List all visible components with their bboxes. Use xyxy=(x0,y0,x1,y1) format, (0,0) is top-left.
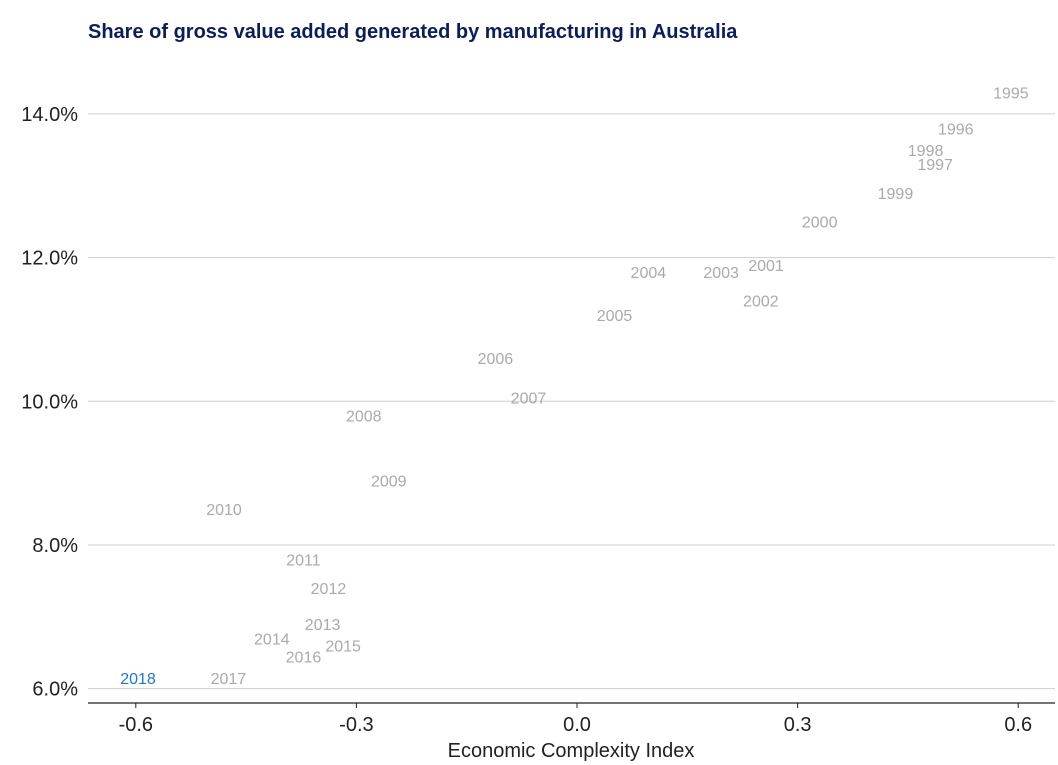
data-point-1999: 1999 xyxy=(878,186,914,203)
x-axis-title: Economic Complexity Index xyxy=(448,740,695,762)
data-point-2002: 2002 xyxy=(743,294,779,311)
y-tick-label: 6.0% xyxy=(32,679,78,701)
data-point-2013: 2013 xyxy=(305,617,341,634)
data-point-2017: 2017 xyxy=(211,671,247,688)
data-point-2001: 2001 xyxy=(748,258,784,275)
data-point-2006: 2006 xyxy=(478,351,514,368)
data-point-2011: 2011 xyxy=(286,552,321,569)
data-point-2018: 2018 xyxy=(120,671,156,688)
data-point-2008: 2008 xyxy=(346,409,382,426)
x-tick-label: -0.3 xyxy=(339,714,373,736)
data-point-1996: 1996 xyxy=(938,121,974,138)
chart-title: Share of gross value added generated by … xyxy=(88,21,738,43)
x-tick-label: -0.6 xyxy=(119,714,153,736)
y-tick-label: 12.0% xyxy=(21,248,78,270)
data-point-2007: 2007 xyxy=(511,391,547,408)
data-point-2010: 2010 xyxy=(206,502,242,519)
x-tick-label: 0.6 xyxy=(1004,714,1032,736)
data-point-2014: 2014 xyxy=(254,631,290,648)
x-tick-label: 0.0 xyxy=(563,714,591,736)
data-point-2003: 2003 xyxy=(703,265,739,282)
y-tick-label: 10.0% xyxy=(21,391,78,413)
data-point-2000: 2000 xyxy=(802,215,838,232)
gridlines xyxy=(88,113,1055,690)
x-tick-label: 0.3 xyxy=(784,714,812,736)
data-point-2004: 2004 xyxy=(631,265,667,282)
data-point-2005: 2005 xyxy=(597,308,633,325)
axes: 6.0% 8.0% 10.0% 12.0% 14.0% -0.6 -0.3 0.0 0.3 0.6 xyxy=(21,104,1055,736)
data-point-2012: 2012 xyxy=(311,581,347,598)
data-point-1995: 1995 xyxy=(993,85,1029,102)
data-point-2009: 2009 xyxy=(371,473,407,490)
data-point-2016: 2016 xyxy=(286,649,322,666)
data-point-1998: 1998 xyxy=(908,143,944,160)
y-tick-label: 8.0% xyxy=(32,535,78,557)
y-tick-label: 14.0% xyxy=(21,104,78,126)
data-point-1997: 1997 xyxy=(917,157,953,174)
data-point-2015: 2015 xyxy=(325,639,361,656)
